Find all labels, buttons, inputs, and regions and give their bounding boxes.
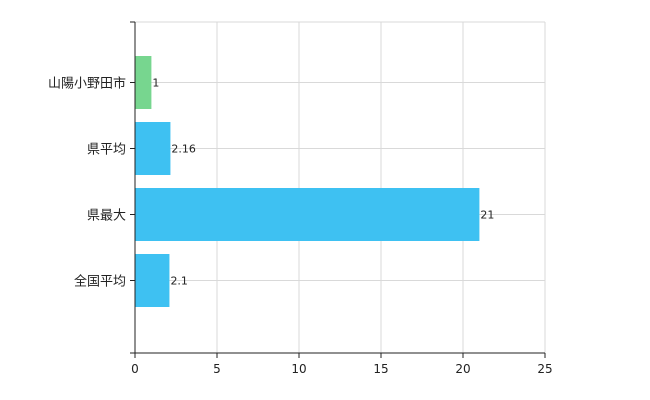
x-axis-ticks: 0 5 10 15 20 25 xyxy=(131,353,553,376)
bar-3 xyxy=(135,254,170,307)
bar-2 xyxy=(135,188,480,241)
grid-lines xyxy=(135,21,546,353)
x-tick-label-5: 25 xyxy=(537,362,552,376)
data-label-3: 2.1 xyxy=(170,275,188,288)
data-labels: 1 2.16 21 2.1 xyxy=(152,77,494,288)
x-tick-label-4: 20 xyxy=(455,362,470,376)
category-label-2: 県最大 xyxy=(87,209,126,224)
category-label-1: 県平均 xyxy=(87,143,126,158)
data-label-2: 21 xyxy=(480,209,494,222)
category-label-0: 山陽小野田市 xyxy=(48,76,126,92)
data-label-0: 1 xyxy=(152,77,159,90)
x-tick-label-2: 10 xyxy=(291,362,306,376)
x-tick-label-1: 5 xyxy=(213,362,221,376)
x-tick-label-3: 15 xyxy=(373,362,388,376)
bar-0 xyxy=(135,56,152,109)
bar-1 xyxy=(135,122,171,175)
data-label-1: 2.16 xyxy=(171,143,196,156)
x-tick-label-0: 0 xyxy=(131,362,139,376)
bars xyxy=(135,56,480,307)
category-label-3: 全国平均 xyxy=(74,274,126,290)
axes xyxy=(130,21,545,354)
